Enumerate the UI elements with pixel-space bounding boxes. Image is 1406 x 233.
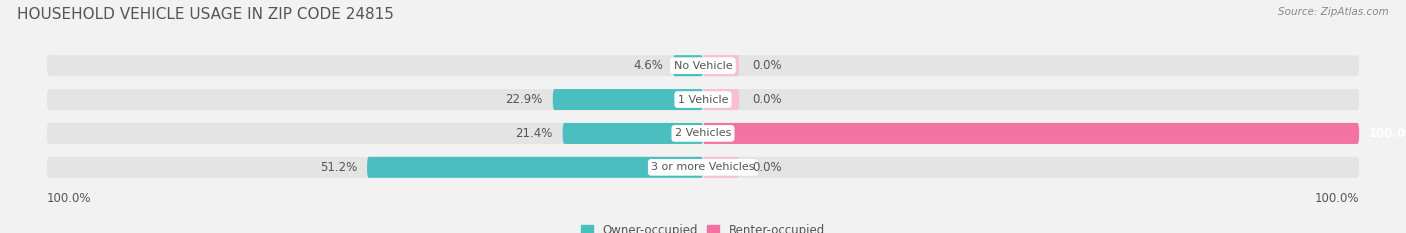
FancyBboxPatch shape [46,55,1360,76]
FancyBboxPatch shape [46,123,1360,144]
FancyBboxPatch shape [703,89,740,110]
FancyBboxPatch shape [703,157,740,178]
Text: 21.4%: 21.4% [516,127,553,140]
FancyBboxPatch shape [46,157,1360,178]
FancyBboxPatch shape [703,123,1360,144]
Text: 3 or more Vehicles: 3 or more Vehicles [651,162,755,172]
Text: 0.0%: 0.0% [752,93,782,106]
Text: 4.6%: 4.6% [633,59,664,72]
FancyBboxPatch shape [367,157,703,178]
Text: 2 Vehicles: 2 Vehicles [675,128,731,138]
Text: 100.0%: 100.0% [46,192,91,205]
Text: 100.0%: 100.0% [1315,192,1360,205]
FancyBboxPatch shape [562,123,703,144]
Text: 22.9%: 22.9% [506,93,543,106]
Text: 0.0%: 0.0% [752,59,782,72]
Text: 51.2%: 51.2% [321,161,357,174]
Text: No Vehicle: No Vehicle [673,61,733,71]
Text: 0.0%: 0.0% [752,161,782,174]
FancyBboxPatch shape [673,55,703,76]
Text: HOUSEHOLD VEHICLE USAGE IN ZIP CODE 24815: HOUSEHOLD VEHICLE USAGE IN ZIP CODE 2481… [17,7,394,22]
Legend: Owner-occupied, Renter-occupied: Owner-occupied, Renter-occupied [576,219,830,233]
FancyBboxPatch shape [703,55,740,76]
Text: 100.0%: 100.0% [1369,127,1406,140]
Text: Source: ZipAtlas.com: Source: ZipAtlas.com [1278,7,1389,17]
FancyBboxPatch shape [46,89,1360,110]
FancyBboxPatch shape [553,89,703,110]
Text: 1 Vehicle: 1 Vehicle [678,95,728,105]
